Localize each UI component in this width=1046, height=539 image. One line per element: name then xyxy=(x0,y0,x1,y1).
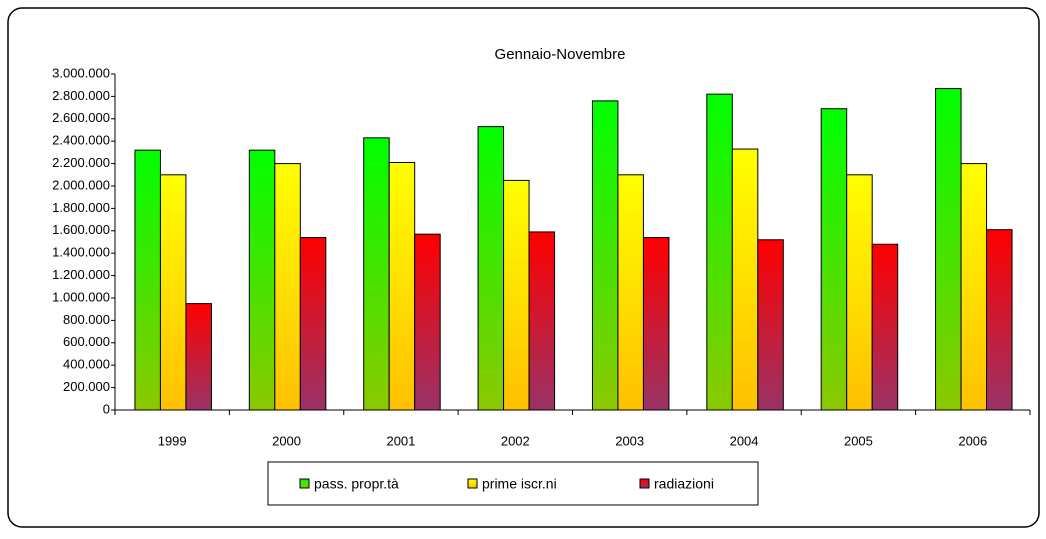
bar xyxy=(846,174,873,411)
y-tick-label: 3.000.000 xyxy=(52,65,110,80)
x-tick-label: 2001 xyxy=(386,433,415,448)
bar xyxy=(299,237,327,411)
bar xyxy=(986,229,1013,411)
legend-label: radiazioni xyxy=(654,476,714,492)
bar xyxy=(503,179,530,411)
chart-title: Gennaio-Novembre xyxy=(495,46,626,63)
x-tick-label: 1999 xyxy=(158,433,187,448)
bar xyxy=(185,303,212,411)
bar xyxy=(134,149,161,411)
x-tick-label: 2006 xyxy=(958,433,987,448)
x-tick-label: 2004 xyxy=(730,433,759,448)
y-tick-label: 200.000 xyxy=(63,379,110,394)
bar xyxy=(706,93,733,411)
y-tick-label: 2.600.000 xyxy=(52,110,110,125)
bar xyxy=(414,233,441,411)
y-tick-label: 600.000 xyxy=(63,334,110,349)
x-tick-label: 2002 xyxy=(501,433,530,448)
bar xyxy=(363,137,390,411)
y-tick-label: 2.000.000 xyxy=(52,177,110,192)
y-tick-label: 2.400.000 xyxy=(52,133,110,148)
y-tick-label: 2.800.000 xyxy=(52,88,110,103)
bar xyxy=(960,163,988,411)
bar xyxy=(274,163,301,411)
bar xyxy=(591,100,619,411)
y-tick-label: 1.000.000 xyxy=(52,289,110,304)
bar xyxy=(871,243,899,411)
y-tick-label: 800.000 xyxy=(63,312,110,327)
legend-label: prime iscr.ni xyxy=(482,476,557,492)
y-tick-label: 0 xyxy=(103,401,110,416)
legend-label: pass. propr.tà xyxy=(314,476,399,492)
bar xyxy=(820,108,848,411)
y-tick-label: 1.400.000 xyxy=(52,245,110,260)
bar xyxy=(731,148,759,411)
y-tick-label: 2.200.000 xyxy=(52,155,110,170)
x-tick-label: 2000 xyxy=(272,433,301,448)
bar xyxy=(642,237,670,411)
bar xyxy=(935,88,962,411)
bar xyxy=(477,126,505,411)
bar xyxy=(388,161,416,411)
legend-swatch xyxy=(299,478,310,489)
bar xyxy=(248,149,276,411)
legend xyxy=(267,461,759,506)
y-tick-label: 400.000 xyxy=(63,357,110,372)
legend-swatch xyxy=(639,478,650,489)
bar xyxy=(757,239,784,411)
x-tick-label: 2003 xyxy=(615,433,644,448)
bar xyxy=(159,174,187,411)
bar xyxy=(617,174,644,411)
x-tick-label: 2005 xyxy=(844,433,873,448)
legend-swatch xyxy=(467,478,478,489)
y-tick-label: 1.600.000 xyxy=(52,222,110,237)
bar xyxy=(528,231,556,411)
y-tick-label: 1.200.000 xyxy=(52,267,110,282)
y-tick-label: 1.800.000 xyxy=(52,200,110,215)
